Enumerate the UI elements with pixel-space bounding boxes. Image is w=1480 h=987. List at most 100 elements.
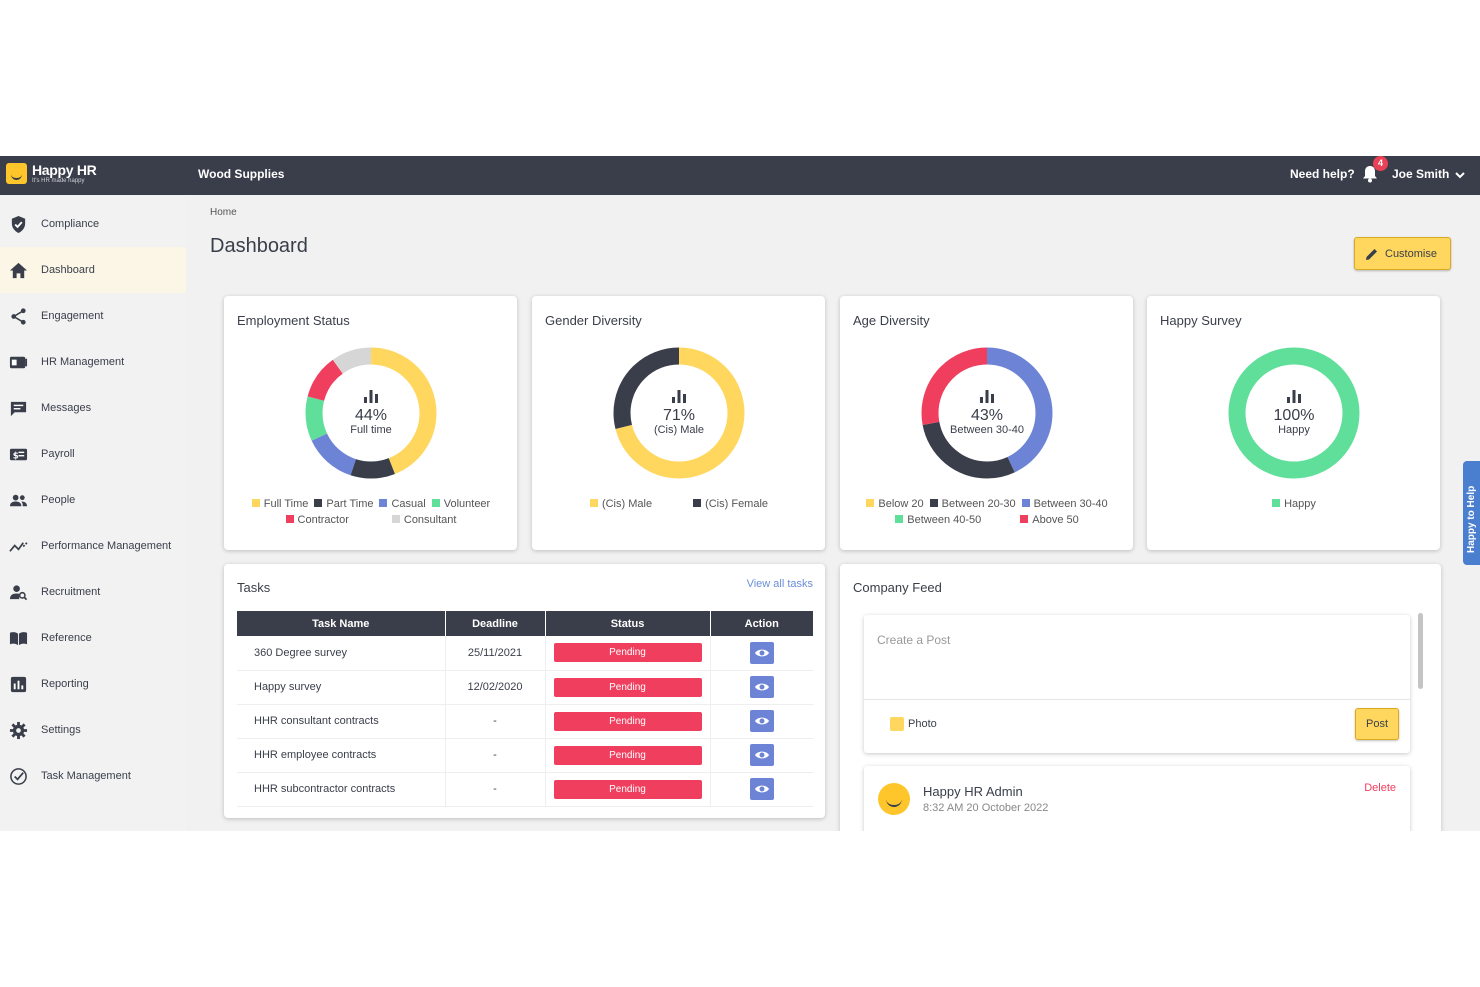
employment-status-donut (305, 347, 437, 479)
sidebar-item-settings[interactable]: Settings (0, 707, 186, 753)
legend-label: (Cis) Male (601, 498, 653, 510)
legend-swatch (391, 515, 400, 523)
sidebar-item-reporting[interactable]: Reporting (0, 661, 186, 707)
view-task-button[interactable] (749, 641, 774, 664)
app-name: Happy HR (32, 162, 97, 178)
table-row[interactable]: HHR consultant contracts - Pending (237, 704, 813, 739)
sidebar-item-hr-management[interactable]: HR Management (0, 339, 186, 385)
post-button[interactable]: Post (1355, 708, 1399, 740)
legend-label: Between 30-40 (1033, 498, 1108, 510)
view-task-button[interactable] (749, 778, 774, 800)
legend-swatch (1021, 499, 1030, 507)
happy-to-help-tab[interactable]: Happy to Help (1463, 461, 1480, 565)
legend-swatch (589, 499, 598, 507)
legend-label: Casual (391, 498, 426, 510)
donut-slice-part-time[interactable] (305, 347, 437, 479)
sidebar-item-task-management[interactable]: Task Management (0, 753, 186, 799)
legend-item[interactable]: Volunteer (431, 496, 491, 512)
table-row[interactable]: 360 Degree survey 25/11/2021 Pending (237, 636, 813, 671)
id-card-icon (9, 356, 28, 368)
sidebar-item-label: Dashboard (41, 264, 95, 276)
eye-icon (754, 785, 769, 793)
bar-chart-icon (672, 390, 686, 403)
legend-item[interactable]: Between 40-50 (895, 512, 981, 528)
legend-label: Below 20 (878, 498, 924, 510)
legend-item[interactable]: Between 20-30 (929, 496, 1016, 512)
bell-icon[interactable] (1362, 165, 1378, 183)
chevron-down-icon[interactable] (1454, 169, 1466, 181)
legend-item[interactable]: (Cis) Female (693, 496, 768, 512)
donut-slice-between-20-30[interactable] (921, 347, 1053, 479)
donut-slice-happy[interactable] (1228, 347, 1360, 479)
add-photo-button[interactable]: Photo (890, 717, 937, 731)
donut-slice-consultant[interactable] (305, 347, 437, 479)
view-task-button[interactable] (749, 710, 774, 732)
sidebar-item-people[interactable]: People (0, 477, 186, 523)
legend-swatch (1020, 515, 1029, 523)
legend-item[interactable]: Casual (379, 496, 426, 512)
sidebar-item-label: Reporting (41, 678, 89, 690)
eye-icon (754, 717, 769, 725)
column-header[interactable]: Status (545, 611, 711, 636)
donut-slice-above-50[interactable] (921, 347, 1053, 479)
legend-item[interactable]: Below 20 (866, 496, 924, 512)
donut-slice-cis-female[interactable] (613, 347, 745, 479)
status-badge: Pending (553, 711, 702, 731)
feed-scrollbar[interactable] (1418, 613, 1423, 689)
sidebar-item-label: Payroll (41, 448, 75, 460)
task-deadline: - (445, 772, 546, 807)
legend-item[interactable]: Between 30-40 (1021, 496, 1108, 512)
donut-slice-volunteer[interactable] (305, 347, 437, 479)
customise-button[interactable]: Customise (1354, 237, 1451, 270)
legend-item[interactable]: Contractor (285, 512, 349, 528)
view-task-button[interactable] (749, 676, 774, 698)
column-header[interactable]: Deadline (445, 611, 546, 636)
delete-post-button[interactable]: Delete (1364, 782, 1396, 794)
gender-diversity-card: Gender Diversity 71% (Cis) Male (Cis) Ma… (532, 296, 825, 550)
happy-survey-donut (1228, 347, 1360, 479)
column-header[interactable]: Task Name (237, 611, 446, 636)
view-all-tasks-link[interactable]: View all tasks (746, 578, 813, 590)
legend-label: (Cis) Female (705, 498, 769, 510)
legend-swatch (285, 515, 294, 523)
create-post-input[interactable]: Create a Post (877, 633, 951, 647)
sidebar-item-payroll[interactable]: $ Payroll (0, 431, 186, 477)
legend-label: Contractor (297, 514, 349, 526)
legend-label: Above 50 (1032, 514, 1079, 526)
legend-label: Volunteer (443, 498, 491, 510)
feed-post: Happy HR Admin 8:32 AM 20 October 2022 D… (864, 766, 1410, 831)
company-feed-card: Company Feed Create a Post Photo Post Ha… (840, 564, 1441, 831)
donut-label: Between 30-40 (950, 424, 1024, 436)
user-menu[interactable]: Joe Smith (1392, 167, 1450, 181)
post-author: Happy HR Admin (923, 784, 1023, 799)
need-help-link[interactable]: Need help? (1290, 167, 1355, 181)
table-row[interactable]: HHR employee contracts - Pending (237, 738, 813, 773)
table-row[interactable]: HHR subcontractor contracts - Pending (237, 772, 813, 807)
sidebar-item-recruitment[interactable]: Recruitment (0, 569, 186, 615)
legend-label: Happy (1284, 498, 1316, 510)
table-header-row: Task Name Deadline Status Action (237, 611, 813, 636)
chart-legend: Full Time Part Time Casual Volunteer Contra… (232, 496, 510, 528)
app-logo[interactable]: Happy HR It's HR made happy (6, 163, 97, 184)
sidebar-item-reference[interactable]: Reference (0, 615, 186, 661)
breadcrumb[interactable]: Home (210, 207, 237, 218)
sidebar-item-engagement[interactable]: Engagement (0, 293, 186, 339)
donut-percent: 43% (970, 407, 1004, 424)
sidebar-item-dashboard[interactable]: Dashboard (0, 247, 186, 293)
create-post-box: Create a Post Photo Post (864, 615, 1410, 753)
sidebar-item-label: Engagement (41, 310, 104, 322)
legend-item[interactable]: Above 50 (1020, 512, 1079, 528)
legend-item[interactable]: Happy (1272, 496, 1316, 512)
legend-item[interactable]: (Cis) Male (589, 496, 653, 512)
legend-item[interactable]: Consultant (391, 512, 456, 528)
donut-percent: 71% (662, 407, 696, 424)
sidebar-item-messages[interactable]: Messages (0, 385, 186, 431)
table-row[interactable]: Happy survey 12/02/2020 Pending (237, 670, 813, 705)
legend-item[interactable]: Part Time (314, 496, 373, 512)
sidebar-item-compliance[interactable]: Compliance (0, 201, 186, 247)
legend-item[interactable]: Full Time (251, 496, 308, 512)
legend-swatch (379, 499, 388, 507)
sidebar-item-performance-management[interactable]: Performance Management (0, 523, 186, 569)
view-task-button[interactable] (749, 744, 774, 766)
task-name: HHR subcontractor contracts (237, 772, 446, 807)
